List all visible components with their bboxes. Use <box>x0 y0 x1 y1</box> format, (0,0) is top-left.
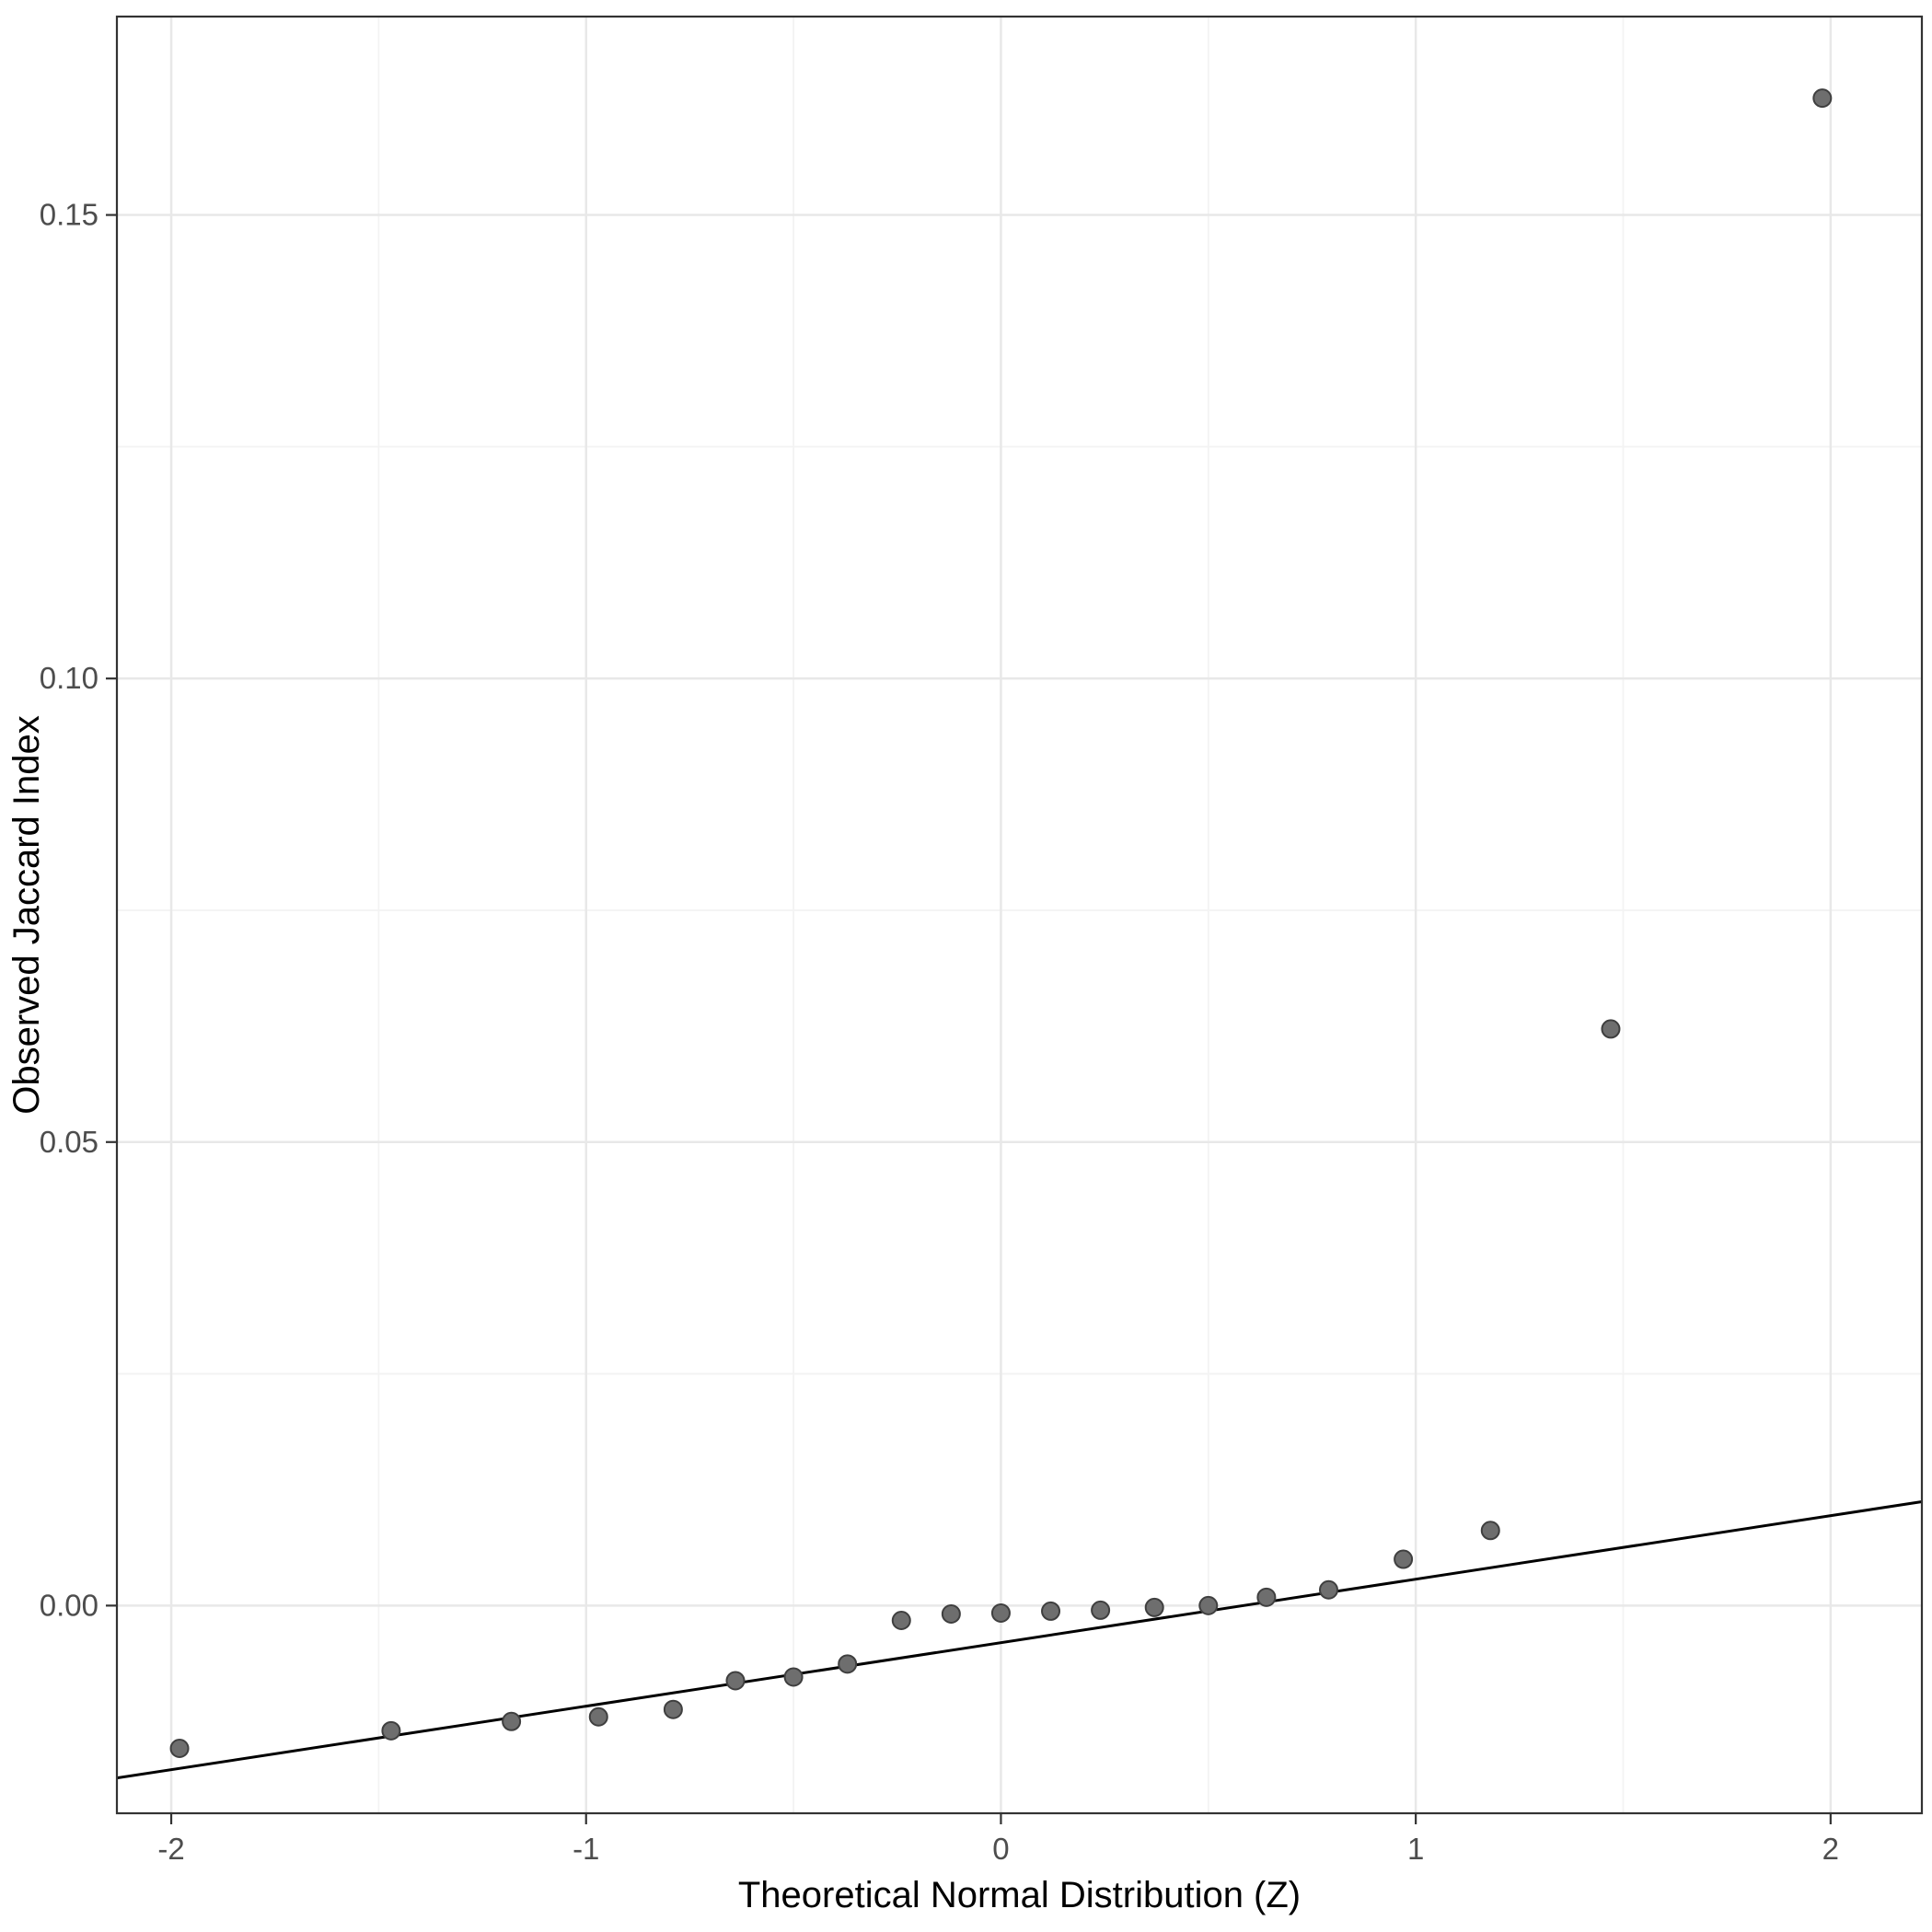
data-point <box>1144 1597 1164 1617</box>
major-gridlines <box>117 17 1922 1813</box>
x-tick-labels: -2 -1 0 1 2 <box>157 1832 1839 1866</box>
data-point <box>502 1711 522 1731</box>
x-tick-label: 2 <box>1822 1832 1839 1866</box>
data-point <box>663 1699 683 1719</box>
data-point <box>381 1720 401 1741</box>
qq-reference-line <box>116 1500 1923 1780</box>
y-tick-labels: 0.00 0.05 0.10 0.15 <box>40 198 98 1623</box>
x-tick-label: -2 <box>157 1832 184 1866</box>
data-point <box>990 1602 1011 1623</box>
qq-reference-line-layer <box>116 1500 1923 1780</box>
panel-border <box>115 15 1924 1815</box>
data-point <box>1812 88 1833 109</box>
data-point <box>1394 1549 1414 1569</box>
data-point <box>169 1738 190 1758</box>
data-point <box>941 1603 961 1624</box>
data-point <box>725 1671 746 1691</box>
y-axis-title: Observed Jaccard Index <box>6 715 47 1115</box>
scatter-points-layer <box>169 88 1833 1758</box>
panel-background <box>117 17 1922 1813</box>
x-axis-title: Theoretical Normal Distribution (Z) <box>738 1875 1301 1915</box>
minor-gridlines <box>117 17 1922 1813</box>
panel-background-layer <box>117 17 1922 1813</box>
y-tick-label: 0.10 <box>40 661 98 695</box>
data-point <box>1318 1579 1338 1600</box>
y-tick-label: 0.15 <box>40 198 98 232</box>
data-point <box>1091 1600 1111 1620</box>
x-tick-label: 0 <box>992 1832 1009 1866</box>
data-point <box>838 1654 858 1674</box>
data-point <box>588 1706 608 1727</box>
y-tick-label: 0.05 <box>40 1125 98 1159</box>
data-point <box>1256 1587 1277 1607</box>
axis-ticks-layer <box>106 214 1832 1824</box>
data-point <box>891 1610 911 1630</box>
panel-border-layer <box>115 15 1924 1815</box>
data-point <box>1601 1019 1621 1039</box>
data-point <box>1041 1601 1061 1621</box>
data-point <box>1480 1521 1500 1541</box>
data-point <box>783 1667 804 1687</box>
x-tick-label: -1 <box>573 1832 599 1866</box>
data-point <box>1198 1595 1219 1615</box>
x-tick-label: 1 <box>1407 1832 1424 1866</box>
y-tick-label: 0.00 <box>40 1588 98 1622</box>
